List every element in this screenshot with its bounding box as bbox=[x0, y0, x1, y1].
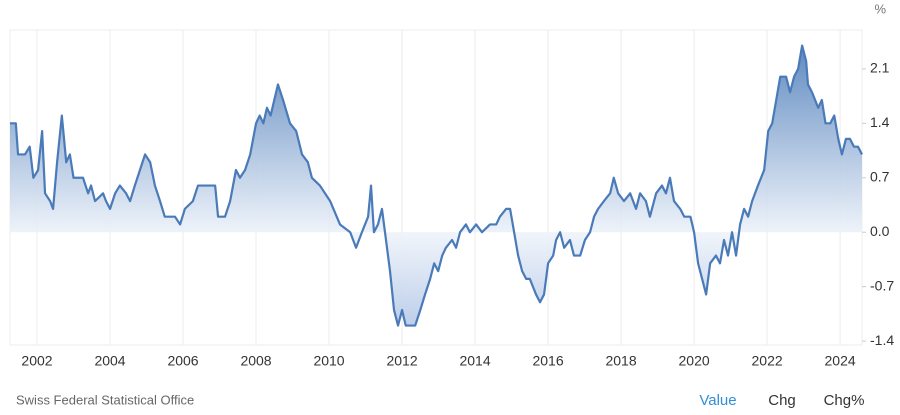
y-tick-label: 1.4 bbox=[870, 114, 890, 130]
x-tick-label: 2002 bbox=[21, 353, 52, 369]
unit-label: % bbox=[874, 1, 886, 16]
x-tick-label: 2020 bbox=[679, 353, 710, 369]
y-tick-label: 0.0 bbox=[870, 223, 890, 239]
x-tick-label: 2006 bbox=[167, 353, 198, 369]
x-tick-label: 2022 bbox=[752, 353, 783, 369]
x-tick-label: 2012 bbox=[386, 353, 417, 369]
y-tick-label: -1.4 bbox=[870, 332, 894, 348]
series-line bbox=[10, 44, 863, 327]
x-tick-label: 2008 bbox=[240, 353, 271, 369]
x-tick-label: 2016 bbox=[532, 353, 563, 369]
tab-value[interactable]: Value bbox=[699, 392, 736, 409]
x-tick-label: 2018 bbox=[605, 353, 636, 369]
tab-chg[interactable]: Chg bbox=[768, 392, 796, 409]
y-tick-label: -0.7 bbox=[870, 277, 894, 293]
x-tick-label: 2004 bbox=[94, 353, 125, 369]
area-fill bbox=[10, 45, 862, 326]
x-tick-label: 2014 bbox=[459, 353, 490, 369]
tab-chg-pct[interactable]: Chg% bbox=[824, 392, 865, 409]
x-tick-label: 2010 bbox=[313, 353, 344, 369]
y-tick-label: 0.7 bbox=[870, 168, 890, 184]
plot-area bbox=[9, 29, 866, 346]
source: Swiss Federal Statistical Office bbox=[16, 392, 194, 407]
x-tick-label: 2024 bbox=[825, 353, 856, 369]
y-tick-label: 2.1 bbox=[870, 60, 890, 76]
